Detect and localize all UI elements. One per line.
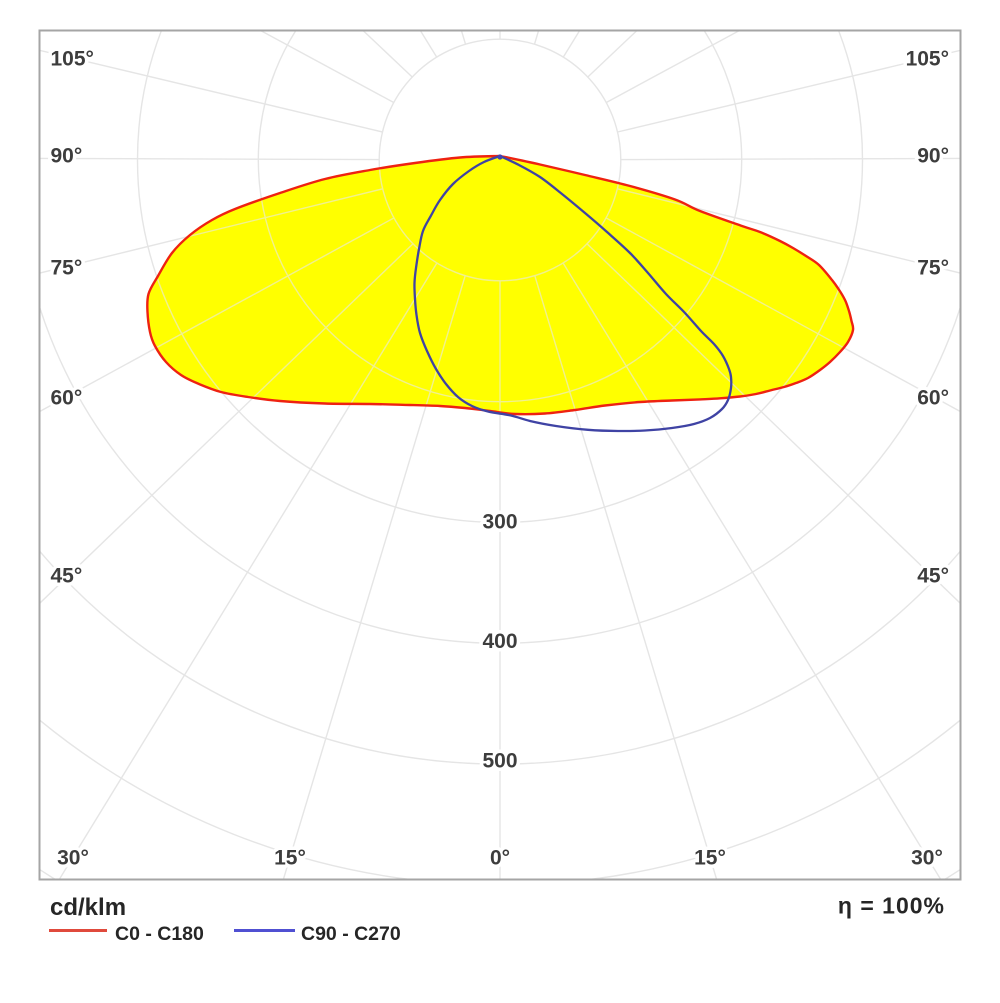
svg-text:η = 100%: η = 100% — [838, 893, 945, 919]
svg-text:45°: 45° — [917, 565, 949, 588]
svg-text:75°: 75° — [51, 257, 83, 280]
svg-text:C90 - C270: C90 - C270 — [301, 923, 401, 945]
svg-text:60°: 60° — [51, 387, 83, 410]
svg-text:500: 500 — [482, 750, 517, 773]
svg-text:15°: 15° — [694, 847, 726, 870]
svg-text:30°: 30° — [911, 847, 943, 870]
svg-text:cd/klm: cd/klm — [50, 894, 126, 921]
svg-text:300: 300 — [482, 511, 517, 534]
svg-text:90°: 90° — [917, 145, 949, 168]
svg-text:45°: 45° — [51, 565, 83, 588]
svg-text:15°: 15° — [274, 847, 306, 870]
svg-text:30°: 30° — [57, 847, 89, 870]
svg-text:75°: 75° — [917, 257, 949, 280]
svg-text:400: 400 — [482, 630, 517, 653]
svg-text:60°: 60° — [917, 387, 949, 410]
svg-text:90°: 90° — [51, 145, 83, 168]
svg-text:105°: 105° — [51, 48, 94, 71]
svg-text:0°: 0° — [490, 847, 510, 870]
svg-text:105°: 105° — [906, 48, 949, 71]
svg-text:C0 - C180: C0 - C180 — [115, 923, 204, 945]
